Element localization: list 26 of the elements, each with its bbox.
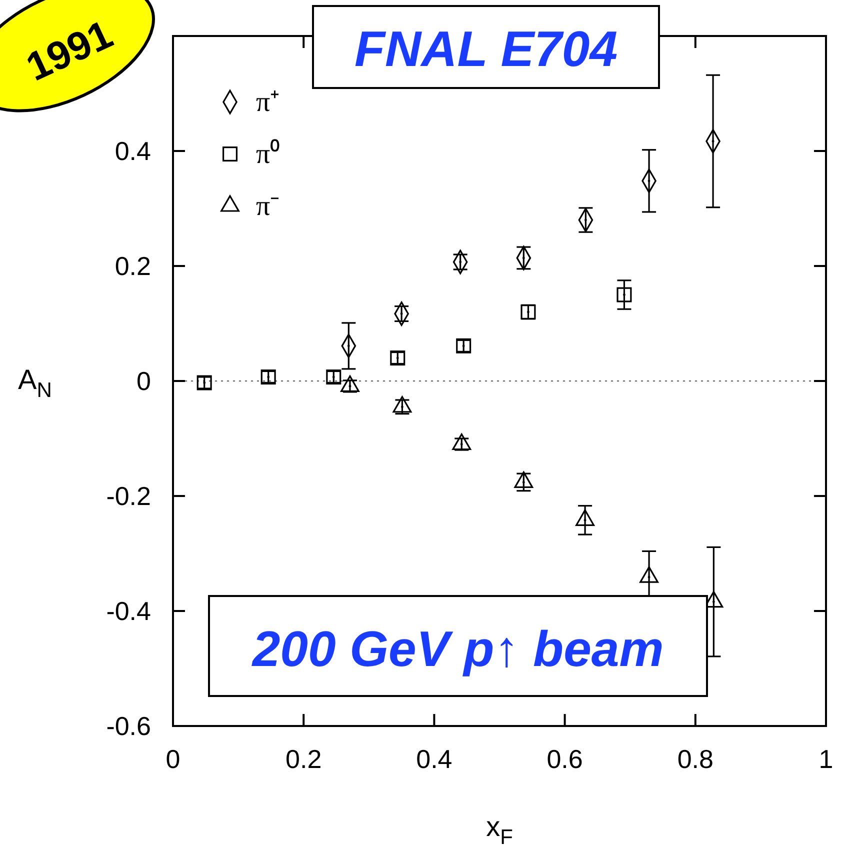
y-tick-label: -0.4 xyxy=(106,596,151,626)
point xyxy=(640,566,658,583)
x-tick-label: 1 xyxy=(818,744,834,774)
x-tick-label: 0.8 xyxy=(677,744,714,774)
y-tick-label: -0.6 xyxy=(106,711,151,742)
annotation: 200 GeV p↑ beam xyxy=(251,621,664,677)
legend-label: π⁰ xyxy=(256,139,280,170)
y-axis-title: A$_{N}$ xyxy=(18,364,52,402)
legend-label: π⁻ xyxy=(256,191,280,222)
x-axis-title: x$_{F}$ xyxy=(486,811,513,850)
legend-label: π⁺ xyxy=(256,87,280,118)
text: 1991 xyxy=(20,12,120,90)
x-tick-label: 0.2 xyxy=(286,744,322,774)
annotation: FNAL E704 xyxy=(354,21,618,77)
y-tick-label: 0.2 xyxy=(114,251,151,282)
x-tick-label: 0.4 xyxy=(416,744,452,774)
point xyxy=(616,287,632,302)
y-tick-label: -0.2 xyxy=(106,481,151,512)
y-tick-label: 0 xyxy=(136,366,151,396)
x-tick-label: 0 xyxy=(166,744,180,774)
point xyxy=(514,471,534,488)
point xyxy=(392,396,412,413)
point xyxy=(452,433,472,450)
y-tick-label: 0.4 xyxy=(114,136,151,166)
point xyxy=(576,509,595,526)
x-tick-label: 0.6 xyxy=(546,744,583,774)
